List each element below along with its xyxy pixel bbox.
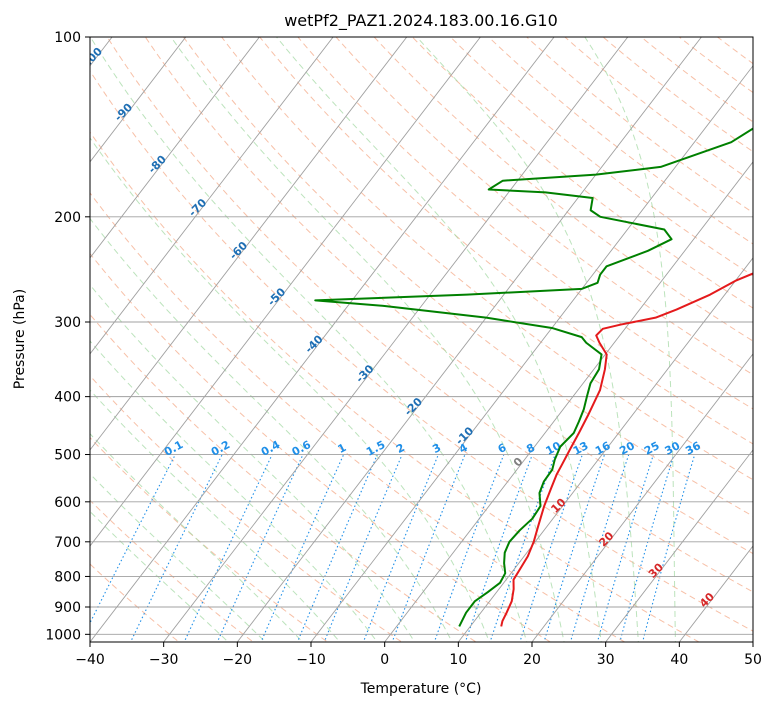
isotherm-line — [163, 37, 629, 642]
moist-adiabat-line — [170, 37, 565, 642]
y-tick-label: 600 — [54, 495, 81, 511]
isotherm-line — [310, 65, 753, 642]
axes: −40 −30 −20 −10 0 10 20 30 40 50 1000 900 800 700 600 5… — [45, 30, 762, 668]
moist-adiabat-line — [90, 389, 341, 642]
x-tick-label: 50 — [744, 652, 762, 668]
isotherm-line — [90, 37, 187, 163]
moist-adiabat-line — [90, 284, 416, 642]
moist-adiabat-line — [90, 137, 490, 642]
x-tick-label: 40 — [670, 652, 688, 668]
dry-adiabat-line — [90, 192, 626, 642]
x-tick-label: 20 — [523, 652, 541, 668]
moist-adiabat-line — [90, 37, 528, 642]
isotherm-line — [236, 37, 702, 642]
dewpoint-profile-line — [314, 127, 753, 627]
moist-adiabat-line — [90, 217, 453, 642]
mixing-ratio-line — [642, 454, 696, 642]
mixing-ratio-line — [362, 454, 439, 642]
dry-adiabat-line — [90, 375, 403, 642]
dry-adiabat-line — [297, 37, 753, 410]
y-tick-label: 200 — [54, 210, 81, 226]
mixing-ratio-line — [260, 454, 345, 642]
moist-adiabat-line — [90, 340, 378, 642]
isotherm-line — [605, 449, 753, 642]
isotherm-line — [531, 353, 753, 642]
y-tick-label: 1000 — [45, 627, 81, 643]
y-tick-label: 500 — [54, 448, 81, 464]
y-tick-label: 900 — [54, 600, 81, 616]
mixing-ratio-label: 36 — [683, 439, 703, 458]
x-tick-label: 10 — [449, 652, 467, 668]
dry-adiabat-line — [449, 37, 753, 277]
dry-adiabat-line — [411, 37, 753, 309]
dry-adiabat-line — [335, 37, 753, 376]
y-tick-label: 800 — [54, 569, 81, 585]
y-tick-label: 300 — [54, 315, 81, 331]
moist-adiabat-line — [90, 473, 267, 642]
isotherm-line — [90, 37, 555, 642]
y-tick-label: 400 — [54, 390, 81, 406]
isotherm-line — [90, 37, 334, 355]
x-tick-label: −30 — [149, 652, 179, 668]
mixing-ratio-line — [519, 454, 583, 642]
mixing-ratio-line — [543, 454, 606, 642]
isotherm-line — [457, 257, 753, 642]
isotherm-line — [90, 37, 481, 547]
plot-frame — [89, 36, 754, 643]
dry-adiabat-line — [259, 37, 753, 445]
mixing-ratio-line — [619, 454, 675, 642]
moist-adiabat-line — [90, 510, 229, 642]
x-tick-label: 30 — [597, 652, 615, 668]
dry-adiabat-line — [144, 37, 753, 555]
chart-title: wetPf2_PAZ1.2024.183.00.16.G10 — [284, 11, 558, 31]
x-axis-label: Temperature (°C) — [360, 681, 482, 697]
moist-adiabat-line — [584, 37, 676, 642]
dry-adiabat-line — [182, 37, 753, 517]
dry-adiabat-line — [90, 499, 255, 642]
isotherm-line — [90, 37, 260, 259]
moist-adiabat-line — [416, 37, 639, 642]
temperature-profile-line — [500, 272, 753, 627]
dry-adiabat-line — [220, 37, 753, 481]
x-tick-label: 0 — [380, 652, 389, 668]
x-tick-label: −40 — [75, 652, 105, 668]
mixing-ratio-label: 20 — [617, 439, 637, 458]
x-tick-label: −10 — [296, 652, 326, 668]
mixing-ratio-line — [216, 454, 304, 642]
sounding-series — [314, 127, 753, 627]
dry-adiabat-line — [90, 70, 753, 632]
dry-adiabat-line — [564, 37, 753, 183]
dry-adiabat-line — [525, 37, 753, 214]
grid-lines — [90, 37, 753, 642]
mixing-ratio-label: 16 — [593, 439, 613, 458]
moist-adiabat-line — [90, 433, 304, 642]
isotherm-line — [90, 37, 408, 451]
mixing-ratio-label: 13 — [571, 439, 591, 458]
mixing-ratio-label: 30 — [663, 439, 683, 458]
isotherm-line — [384, 161, 753, 642]
y-tick-label: 700 — [54, 535, 81, 551]
background-lines — [90, 37, 753, 642]
moist-adiabat-line — [276, 37, 602, 642]
y-axis-label: Pressure (hPa) — [12, 289, 28, 389]
dry-adiabat-line — [487, 37, 753, 245]
dry-adiabat-line — [90, 313, 477, 642]
mixing-ratio-line — [569, 454, 630, 642]
mixing-ratio-line — [296, 454, 378, 642]
mixing-ratio-line — [183, 454, 273, 642]
x-tick-label: −20 — [223, 652, 253, 668]
mixing-ratio-line — [596, 454, 654, 642]
mixing-ratio-label: 25 — [642, 439, 662, 458]
y-tick-label: 100 — [54, 30, 81, 46]
